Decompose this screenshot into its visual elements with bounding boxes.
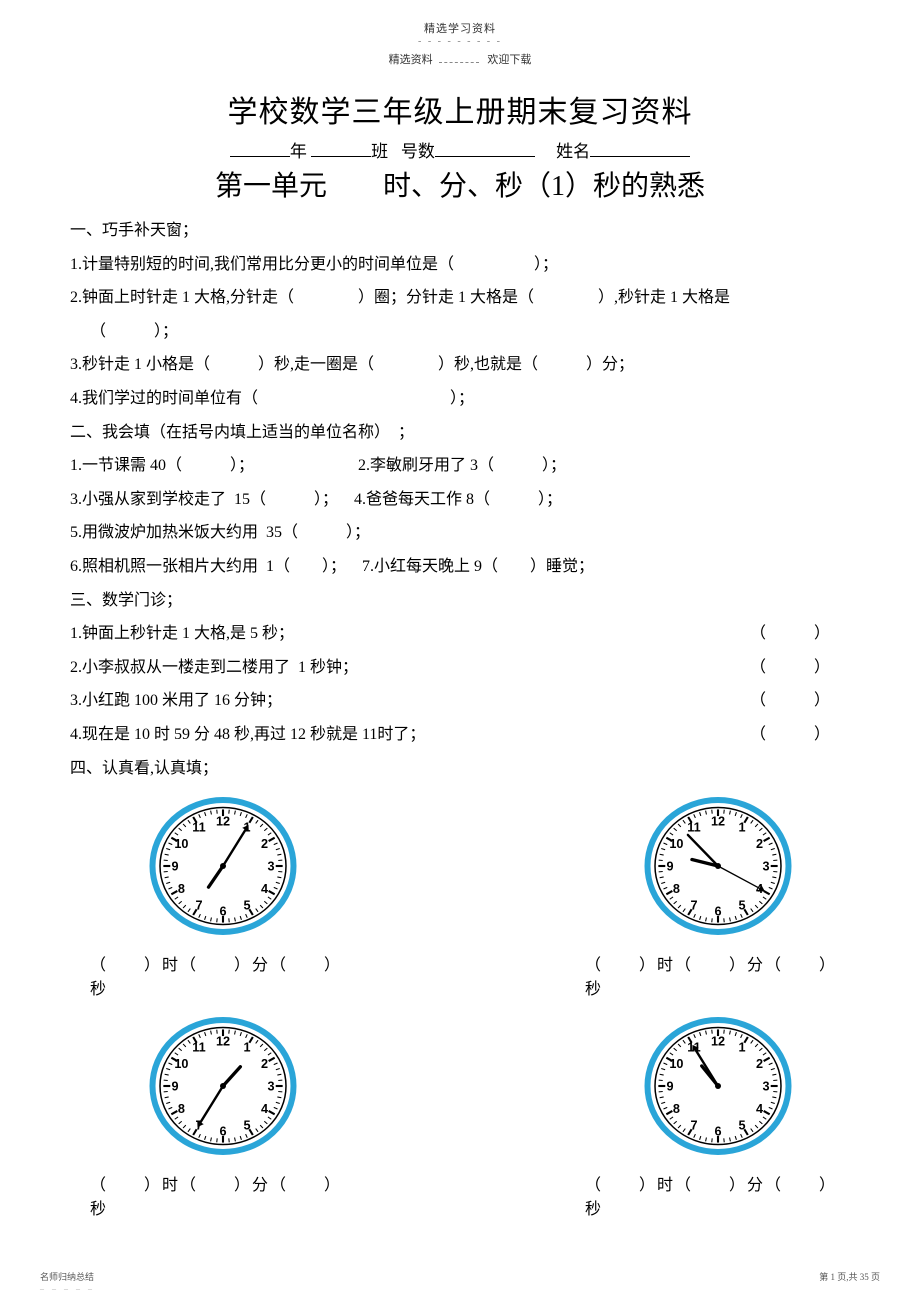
svg-text:3: 3 [267, 1080, 274, 1094]
sec2-q1: 1.一节课需 40（ ）； [70, 457, 254, 474]
sec1-heading: 一、巧手补天窗； [70, 214, 850, 248]
svg-text:1: 1 [243, 1041, 250, 1055]
svg-text:4: 4 [261, 882, 268, 896]
clock-row-1: 123456789101112 （ ）时（ ）分（ ）秒 12345678910… [70, 791, 850, 999]
svg-text:9: 9 [666, 860, 673, 874]
svg-text:12: 12 [710, 815, 724, 829]
svg-text:1: 1 [738, 821, 745, 835]
main-title: 学校数学三年级上册期末复习资料 [70, 87, 850, 131]
svg-text:5: 5 [738, 1119, 745, 1133]
clock-unit-2: 123456789101112 （ ）时（ ）分（ ）秒 [585, 791, 850, 999]
clock-unit-1: 123456789101112 （ ）时（ ）分（ ）秒 [90, 791, 355, 999]
header-line1: 精选学习资料 [70, 20, 850, 36]
svg-text:2: 2 [261, 1057, 268, 1071]
svg-text:5: 5 [243, 1119, 250, 1133]
header-line2-right: 欢迎下载 [487, 54, 531, 66]
sec2-q5: 5.用微波炉加热米饭大约用 35（ ）； [70, 516, 850, 550]
sec4-heading: 四、认真看,认真填； [70, 752, 850, 786]
svg-text:9: 9 [171, 860, 178, 874]
sec2-row1: 1.一节课需 40（ ）； 2.李敏刷牙用了 3（ ）； [70, 449, 850, 483]
svg-text:8: 8 [177, 882, 184, 896]
clock-label-4: （ ）时（ ）分（ ）秒 [585, 1171, 850, 1219]
svg-text:4: 4 [756, 1102, 763, 1116]
svg-text:10: 10 [669, 1057, 683, 1071]
svg-text:9: 9 [666, 1080, 673, 1094]
sec1-q1: 1.计量特别短的时间,我们常用比分更小的时间单位是（ ）； [70, 248, 850, 282]
svg-text:2: 2 [756, 837, 763, 851]
sec3-q4: 4.现在是 10 时 59 分 48 秒,再过 12 秒就是 11时了；（ ） [70, 718, 850, 752]
sec3-heading: 三、数学门诊； [70, 584, 850, 618]
svg-text:12: 12 [215, 1035, 229, 1049]
unit-title: 第一单元 时、分、秒（1）秒的熟悉 [70, 164, 850, 204]
info-year: 年 [290, 142, 307, 161]
sec2-q2: 2.李敏刷牙用了 3（ ）； [358, 457, 566, 474]
svg-text:12: 12 [710, 1035, 724, 1049]
sec1-q3: 3.秒针走 1 小格是（ ）秒,走一圈是（ ）秒,也就是（ ）分； [70, 348, 850, 382]
svg-text:11: 11 [192, 1041, 205, 1055]
svg-text:3: 3 [267, 860, 274, 874]
sec2-heading: 二、我会填（在括号内填上适当的单位名称） ； [70, 416, 850, 450]
sec2-q7: 7.小红每天晚上 9（ ）睡觉； [362, 558, 594, 575]
clock-unit-3: 123456789101112 （ ）时（ ）分（ ）秒 [90, 1011, 355, 1219]
svg-text:2: 2 [261, 837, 268, 851]
sec3-q3: 3.小红跑 100 米用了 16 分钟；（ ） [70, 684, 850, 718]
clock-label-1: （ ）时（ ）分（ ）秒 [90, 951, 355, 999]
doc-header: 精选学习资料 - - - - - - - - - 精选资料 欢迎下载 [70, 20, 850, 67]
info-name-label: 姓名 [556, 142, 590, 161]
header-line2-left: 精选资料 [389, 54, 433, 66]
info-class: 班 [371, 142, 388, 161]
svg-text:10: 10 [669, 837, 683, 851]
clock-label-2: （ ）时（ ）分（ ）秒 [585, 951, 850, 999]
sec1-q2: 2.钟面上时针走 1 大格,分针走（ ）圈；分针走 1 大格是（ ）,秒针走 1… [70, 281, 850, 315]
svg-text:11: 11 [687, 821, 700, 835]
svg-text:4: 4 [261, 1102, 268, 1116]
svg-text:6: 6 [219, 1125, 226, 1139]
svg-text:10: 10 [174, 1057, 188, 1071]
clock-3: 123456789101112 [143, 1011, 303, 1161]
svg-text:12: 12 [215, 815, 229, 829]
svg-text:6: 6 [714, 905, 721, 919]
svg-text:3: 3 [762, 1080, 769, 1094]
header-dashes: - - - - - - - - - [70, 36, 850, 47]
student-info-line: 年 班 号数 姓名 [70, 137, 850, 162]
sec3-q2: 2.小李叔叔从一楼走到二楼用了 1 秒钟；（ ） [70, 651, 850, 685]
clock-2: 123456789101112 [638, 791, 798, 941]
svg-text:1: 1 [738, 1041, 745, 1055]
svg-text:8: 8 [672, 882, 679, 896]
sec2-row2: 3.小强从家到学校走了 15（ ）； 4.爸爸每天工作 8（ ）； [70, 483, 850, 517]
clock-row-2: 123456789101112 （ ）时（ ）分（ ）秒 12345678910… [70, 1011, 850, 1219]
sec2-q4: 4.爸爸每天工作 8（ ）； [354, 491, 562, 508]
footer-left: 名师归纳总结 [40, 1270, 94, 1283]
svg-text:10: 10 [174, 837, 188, 851]
info-number-label: 号数 [401, 142, 435, 161]
header-line2: 精选资料 欢迎下载 [70, 51, 850, 67]
svg-text:3: 3 [762, 860, 769, 874]
sec1-q2b: （ ）； [70, 315, 850, 349]
footer-dashes: – – – – – [40, 1284, 95, 1293]
svg-text:2: 2 [756, 1057, 763, 1071]
svg-text:11: 11 [192, 821, 205, 835]
sec1-q4: 4.我们学过的时间单位有（ ）； [70, 382, 850, 416]
clock-1: 123456789101112 [143, 791, 303, 941]
svg-text:7: 7 [690, 899, 697, 913]
sec2-row3: 6.照相机照一张相片大约用 1（ ）； 7.小红每天晚上 9（ ）睡觉； [70, 550, 850, 584]
svg-text:8: 8 [177, 1102, 184, 1116]
body-text: 一、巧手补天窗； 1.计量特别短的时间,我们常用比分更小的时间单位是（ ）； 2… [70, 214, 850, 785]
clock-unit-4: 123456789101112 （ ）时（ ）分（ ）秒 [585, 1011, 850, 1219]
sec2-q3: 3.小强从家到学校走了 15（ ）； [70, 491, 338, 508]
sec3-q1: 1.钟面上秒针走 1 大格,是 5 秒；（ ） [70, 617, 850, 651]
svg-text:7: 7 [690, 1119, 697, 1133]
svg-text:6: 6 [219, 905, 226, 919]
footer-right: 第 1 页,共 35 页 [819, 1270, 880, 1283]
clock-label-3: （ ）时（ ）分（ ）秒 [90, 1171, 355, 1219]
svg-text:5: 5 [243, 899, 250, 913]
clock-4: 123456789101112 [638, 1011, 798, 1161]
sec2-q6: 6.照相机照一张相片大约用 1（ ）； [70, 558, 346, 575]
svg-text:7: 7 [195, 899, 202, 913]
svg-text:8: 8 [672, 1102, 679, 1116]
svg-text:9: 9 [171, 1080, 178, 1094]
svg-text:5: 5 [738, 899, 745, 913]
svg-text:6: 6 [714, 1125, 721, 1139]
